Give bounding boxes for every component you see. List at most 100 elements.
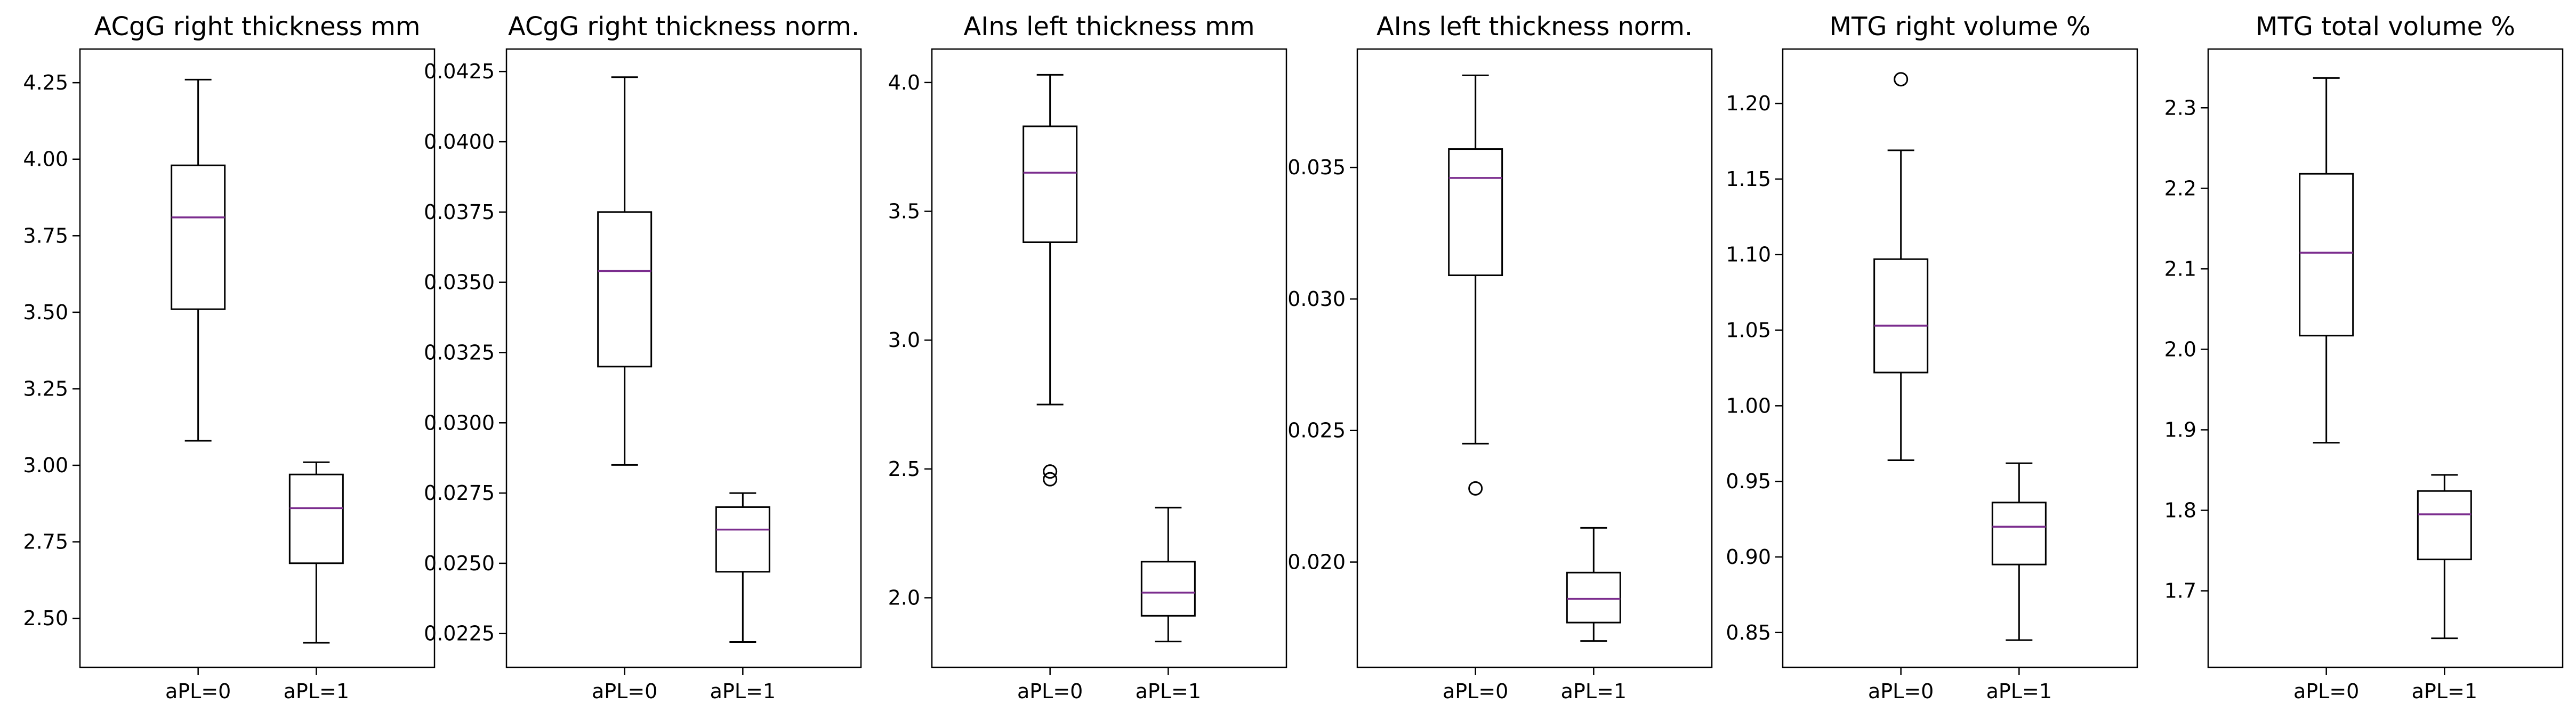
y-tick-label: 1.05 — [1726, 319, 1771, 342]
axes-frame — [79, 48, 436, 668]
box-aPL-1 — [1566, 527, 1621, 642]
x-tick-label: aPL=0 — [165, 680, 231, 703]
x-tick-label: aPL=0 — [592, 680, 657, 703]
box-aPL-0 — [1448, 74, 1503, 496]
x-tick-label: aPL=1 — [710, 680, 776, 703]
chart-title: ACgG right thickness norm. — [508, 12, 859, 42]
chart-panel-1: ACgG right thickness mm 2.50 2.75 3.00 3.25 3… — [23, 12, 436, 703]
x-tick-label: aPL=0 — [1017, 680, 1083, 703]
x-tick-label: aPL=0 — [2293, 680, 2359, 703]
x-tick-label: aPL=1 — [1986, 680, 2052, 703]
y-tick-label: 0.90 — [1726, 545, 1771, 569]
y-tick-label: 4.00 — [23, 148, 68, 171]
y-tick-label: 2.1 — [2164, 257, 2196, 280]
y-tick-label: 1.00 — [1726, 394, 1771, 417]
axes-frame — [1356, 48, 1713, 668]
chart-title: MTG total volume % — [2256, 12, 2515, 42]
y-tick-label: 2.0 — [2164, 337, 2196, 361]
x-tick-label: aPL=0 — [1868, 680, 1934, 703]
iqr-box — [1873, 258, 1929, 374]
y-tick-label: 0.0375 — [424, 200, 495, 224]
box-aPL-0 — [171, 78, 226, 442]
y-tick-label: 0.0225 — [424, 622, 495, 645]
iqr-box — [1140, 561, 1196, 617]
y-tick-label: 0.025 — [1287, 419, 1346, 442]
y-tick-label: 3.0 — [888, 328, 920, 352]
chart-panel-4: AIns left thickness norm. 0.020 0.025 0.030… — [1287, 12, 1713, 703]
y-tick-label: 3.50 — [23, 301, 68, 324]
y-tick-label: 1.9 — [2164, 418, 2196, 441]
chart-title: AIns left thickness norm. — [1376, 12, 1693, 42]
y-tick-label: 0.035 — [1287, 156, 1346, 179]
iqr-box — [715, 506, 770, 573]
box-aPL-1 — [1140, 506, 1196, 643]
y-tick-label: 3.5 — [888, 200, 920, 223]
box-aPL-1 — [1991, 462, 2047, 641]
box-aPL-0 — [1023, 74, 1078, 487]
iqr-box — [597, 211, 653, 368]
axes-frame — [2207, 48, 2564, 668]
y-tick-label: 0.95 — [1726, 470, 1771, 493]
box-aPL-0 — [597, 76, 653, 466]
y-tick-label: 0.020 — [1287, 551, 1346, 574]
outlier-point — [1894, 72, 1909, 87]
chart-title: ACgG right thickness mm — [94, 12, 421, 42]
x-tick-label: aPL=1 — [1561, 680, 1627, 703]
y-tick-label: 3.75 — [23, 224, 68, 247]
y-tick-label: 0.85 — [1726, 621, 1771, 644]
x-tick-label: aPL=1 — [1136, 680, 1201, 703]
axes-frame — [1782, 48, 2138, 668]
chart-panel-2: ACgG right thickness norm. 0.0225 0.0250 0.… — [424, 12, 862, 703]
y-tick-label: 1.20 — [1726, 92, 1771, 115]
y-tick-label: 0.0325 — [424, 341, 495, 364]
y-tick-label: 0.0250 — [424, 552, 495, 575]
y-tick-label: 2.5 — [888, 457, 920, 481]
y-tick-label: 0.030 — [1287, 287, 1346, 311]
iqr-box — [1023, 125, 1078, 243]
iqr-box — [2299, 173, 2354, 337]
outlier-point — [1043, 464, 1058, 479]
y-tick-label: 2.2 — [2164, 176, 2196, 200]
axes-frame — [505, 48, 862, 668]
chart-panel-3: AIns left thickness mm 2.0 2.5 3.0 3.5 4.0 aPL… — [888, 12, 1287, 703]
y-tick-label: 3.25 — [23, 377, 68, 400]
iqr-box — [2417, 490, 2472, 561]
iqr-box — [1448, 148, 1503, 277]
x-tick-label: aPL=1 — [2412, 680, 2477, 703]
iqr-box — [171, 164, 226, 310]
box-aPL-1 — [288, 461, 344, 644]
y-tick-label: 0.0400 — [424, 130, 495, 154]
axes-frame — [931, 48, 1287, 668]
y-tick-label: 1.10 — [1726, 243, 1771, 266]
outlier-point — [1043, 472, 1058, 487]
chart-panel-5: MTG right volume % 0.85 0.90 0.95 1.00 1.05 1.… — [1726, 12, 2138, 703]
chart-title: MTG right volume % — [1830, 12, 2091, 42]
y-tick-label: 1.8 — [2164, 498, 2196, 522]
iqr-box — [1991, 502, 2047, 565]
chart-panel-6: MTG total volume % 1.7 1.8 1.9 2.0 2.1 2.2 2.3 a… — [2164, 12, 2564, 703]
y-tick-label: 2.50 — [23, 607, 68, 630]
y-tick-label: 1.15 — [1726, 167, 1771, 191]
x-tick-label: aPL=1 — [284, 680, 349, 703]
box-aPL-0 — [1873, 72, 1929, 461]
box-aPL-1 — [2417, 474, 2472, 640]
y-tick-label: 4.25 — [23, 71, 68, 94]
y-tick-label: 2.75 — [23, 530, 68, 554]
y-tick-label: 0.0300 — [424, 411, 495, 434]
box-aPL-1 — [715, 492, 770, 643]
iqr-box — [1566, 571, 1621, 624]
y-tick-label: 3.00 — [23, 454, 68, 477]
y-tick-label: 2.3 — [2164, 96, 2196, 119]
y-tick-label: 0.0425 — [424, 60, 495, 83]
y-tick-label: 2.0 — [888, 586, 920, 610]
x-tick-label: aPL=0 — [1443, 680, 1508, 703]
outlier-point — [1468, 481, 1483, 496]
y-tick-label: 0.0350 — [424, 271, 495, 294]
y-tick-label: 4.0 — [888, 71, 920, 94]
iqr-box — [288, 473, 344, 564]
y-tick-label: 0.0275 — [424, 481, 495, 505]
y-tick-label: 1.7 — [2164, 579, 2196, 603]
box-aPL-0 — [2299, 77, 2354, 444]
